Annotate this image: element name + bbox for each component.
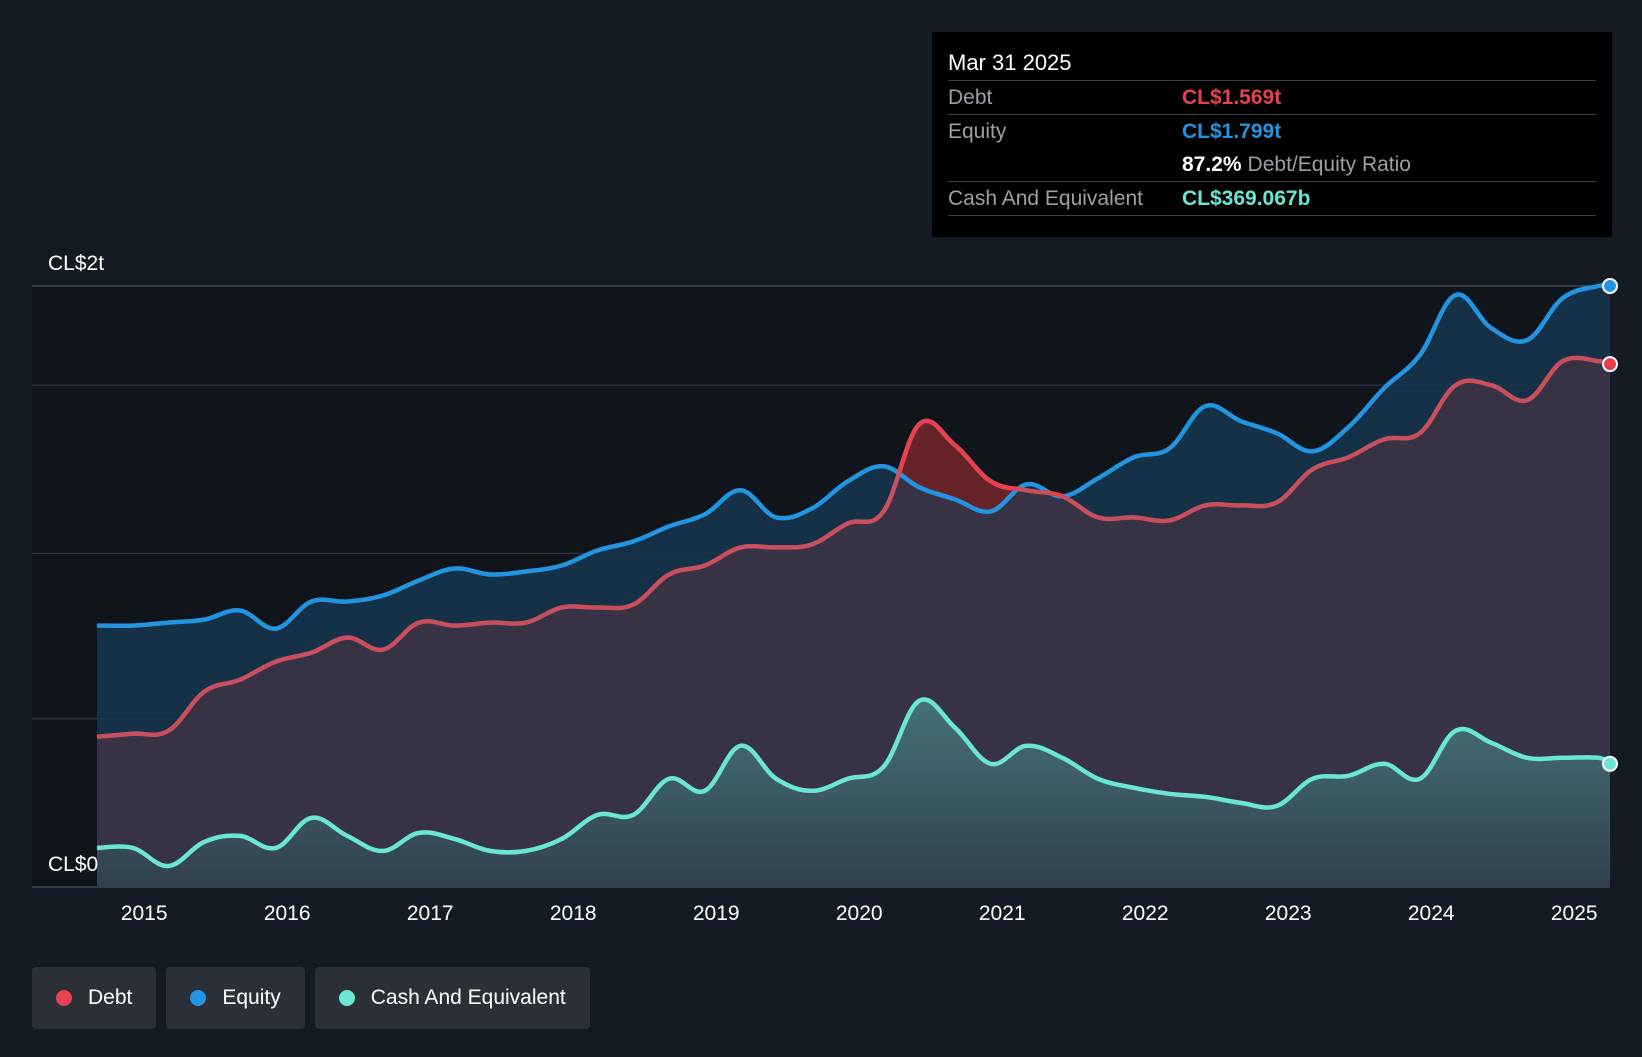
debt-area — [97, 357, 1610, 888]
x-tick-label-2019: 2019 — [693, 902, 740, 925]
legend-dot-cash — [338, 990, 355, 1006]
debt-end-marker — [1602, 356, 1618, 373]
tooltip-debt-value: CL$1.569t — [1182, 86, 1282, 109]
legend-label-debt: Debt — [88, 986, 133, 1009]
legend-item-equity[interactable]: Equity — [166, 967, 305, 1029]
tooltip-cash-row: Cash And Equivalent CL$369.067b — [948, 182, 1596, 216]
x-tick-label-2016: 2016 — [264, 902, 311, 925]
tooltip-debt-label: Debt — [948, 86, 993, 109]
tooltip-date: Mar 31 2025 — [948, 46, 1596, 81]
y-axis-label-1: CL$0 — [48, 853, 98, 876]
cash-area — [97, 699, 1610, 887]
legend-label-equity: Equity — [222, 986, 281, 1009]
tooltip-ratio: 87.2% Debt/Equity Ratio — [1182, 148, 1411, 181]
equity-end-marker — [1602, 278, 1618, 294]
debt-line — [96, 355, 1611, 740]
y-axis-label-0: CL$2t — [48, 252, 104, 275]
x-tick-label-2017: 2017 — [407, 902, 454, 925]
x-tick-label-2025: 2025 — [1551, 902, 1598, 925]
tooltip-cash-label: Cash And Equivalent — [948, 187, 1143, 210]
end-markers — [1602, 278, 1618, 772]
series-lines — [96, 282, 1612, 869]
legend-dot-equity — [190, 990, 207, 1006]
x-tick-label-2015: 2015 — [121, 902, 168, 925]
tooltip-equity-value: CL$1.799t — [1182, 120, 1282, 143]
cash-line — [96, 697, 1612, 869]
tooltip-debt-row: Debt CL$1.569t — [948, 81, 1596, 115]
cash-end-marker — [1602, 755, 1618, 772]
tooltip: Mar 31 2025 Debt CL$1.569t Equity CL$1.7… — [932, 32, 1612, 237]
tooltip-ratio-value: 87.2% — [1182, 153, 1242, 176]
legend-label-cash: Cash And Equivalent — [370, 986, 566, 1009]
x-tick-label-2024: 2024 — [1408, 902, 1455, 925]
tooltip-ratio-spacer — [948, 148, 1182, 181]
x-tick-label-2022: 2022 — [1122, 902, 1169, 925]
x-tick-label-2023: 2023 — [1265, 902, 1312, 925]
legend-item-cash[interactable]: Cash And Equivalent — [314, 967, 590, 1029]
x-tick-label-2020: 2020 — [836, 902, 883, 925]
tooltip-ratio-row: 87.2% Debt/Equity Ratio — [948, 148, 1596, 182]
legend-item-debt[interactable]: Debt — [32, 967, 157, 1029]
tooltip-equity-label: Equity — [948, 120, 1007, 143]
x-tick-label-2018: 2018 — [550, 902, 597, 925]
legend: Debt Equity Cash And Equivalent — [32, 967, 590, 1029]
axes: CL$2t CL$0 2015 2016 2017 2018 2019 2020 2021 202… — [48, 252, 1598, 925]
legend-dot-debt — [56, 990, 72, 1006]
series-areas — [97, 285, 1610, 888]
tooltip-ratio-label: Debt/Equity Ratio — [1247, 153, 1411, 176]
equity-line — [96, 282, 1611, 631]
x-tick-label-2021: 2021 — [979, 902, 1026, 925]
tooltip-cash-value: CL$369.067b — [1182, 187, 1311, 210]
tooltip-equity-row: Equity CL$1.799t — [948, 115, 1596, 148]
